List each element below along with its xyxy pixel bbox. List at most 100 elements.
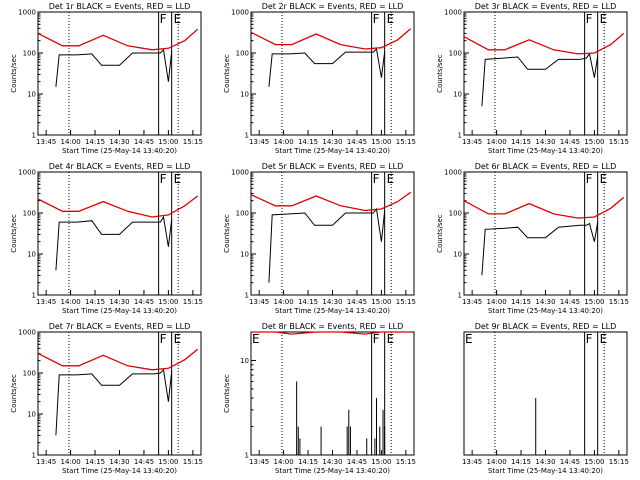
x-tick-label: 14:45 xyxy=(347,298,367,306)
x-tick-label: 14:30 xyxy=(109,138,129,146)
panel-title: Det 3r BLACK = Events, RED = LLD xyxy=(475,2,617,11)
x-tick-label: 14:00 xyxy=(274,458,294,466)
x-tick-label: 14:30 xyxy=(109,458,129,466)
x-tick-label: 14:45 xyxy=(347,138,367,146)
x-tick-label: 13:45 xyxy=(462,458,482,466)
x-tick-label: 15:15 xyxy=(396,138,416,146)
y-axis-label: Counts/sec xyxy=(223,54,231,93)
y-tick-label: 1000 xyxy=(444,9,462,17)
annotation-letter: E xyxy=(465,332,473,346)
x-axis-label: Start Time (25-May-14 13:40:20) xyxy=(275,467,390,475)
x-tick-label: 14:00 xyxy=(487,298,507,306)
annotation-letter: E xyxy=(174,12,182,26)
x-tick-label: 14:15 xyxy=(85,298,105,306)
x-tick-label: 14:00 xyxy=(487,458,507,466)
y-tick-label: 1 xyxy=(245,292,249,300)
x-tick-label: 14:15 xyxy=(298,458,318,466)
x-tick-label: 14:15 xyxy=(85,458,105,466)
y-axis-label: Counts/sec xyxy=(436,214,444,253)
x-axis-label: Start Time (25-May-14 13:40:20) xyxy=(488,307,603,315)
y-tick-label: 1000 xyxy=(18,169,36,177)
y-tick-label: 10 xyxy=(453,91,462,99)
y-axis-label: Counts/sec xyxy=(436,54,444,93)
x-tick-label: 14:15 xyxy=(511,138,531,146)
series-events-line xyxy=(268,47,386,87)
x-tick-label: 14:15 xyxy=(85,138,105,146)
y-tick-label: 1 xyxy=(32,452,36,460)
y-tick-label: 100 xyxy=(449,210,462,218)
y-tick-label: 1 xyxy=(32,292,36,300)
series-lld-line xyxy=(463,32,625,55)
y-tick-label: 10 xyxy=(240,357,249,365)
x-tick-label: 14:30 xyxy=(109,298,129,306)
x-tick-label: 15:00 xyxy=(584,298,604,306)
series-lld-line xyxy=(250,191,412,212)
x-axis-label: Start Time (25-May-14 13:40:20) xyxy=(62,467,177,475)
series-events-line xyxy=(55,215,173,271)
x-tick-label: 14:30 xyxy=(535,458,555,466)
x-tick-label: 15:00 xyxy=(371,138,391,146)
y-tick-label: 10 xyxy=(240,91,249,99)
x-axis-label: Start Time (25-May-14 13:40:20) xyxy=(275,147,390,155)
x-tick-label: 14:45 xyxy=(347,458,367,466)
annotation-letter: F xyxy=(373,12,380,26)
x-tick-label: 14:00 xyxy=(61,298,81,306)
x-tick-label: 15:00 xyxy=(584,138,604,146)
y-axis-label: Counts/sec xyxy=(223,374,231,413)
x-tick-label: 14:45 xyxy=(560,458,580,466)
y-tick-label: 100 xyxy=(236,50,249,58)
y-tick-label: 1000 xyxy=(231,169,249,177)
y-tick-label: 10 xyxy=(27,251,36,259)
y-axis-label: Counts/sec xyxy=(10,374,18,413)
x-tick-label: 15:00 xyxy=(158,138,178,146)
y-tick-label: 1 xyxy=(32,132,36,140)
series-lld-line xyxy=(463,196,625,219)
x-tick-label: 14:30 xyxy=(322,138,342,146)
x-tick-label: 14:45 xyxy=(560,298,580,306)
series-events-line xyxy=(55,48,173,87)
series-lld-line xyxy=(37,28,199,51)
annotation-letter: E xyxy=(387,332,395,346)
y-tick-label: 100 xyxy=(23,210,36,218)
x-tick-label: 14:00 xyxy=(274,298,294,306)
x-tick-label: 15:15 xyxy=(609,138,629,146)
y-tick-label: 100 xyxy=(23,50,36,58)
panel-title: Det 9r BLACK = Events, RED = LLD xyxy=(475,322,617,331)
y-tick-label: 1000 xyxy=(231,9,249,17)
series-events-line xyxy=(55,368,173,436)
y-tick-label: 100 xyxy=(449,50,462,58)
x-axis-label: Start Time (25-May-14 13:40:20) xyxy=(488,467,603,475)
series-lld-line xyxy=(251,331,411,335)
annotation-letter: E xyxy=(600,172,608,186)
y-tick-label: 1 xyxy=(458,292,462,300)
annotation-letter: F xyxy=(586,12,593,26)
y-tick-label: 1 xyxy=(245,452,249,460)
y-tick-label: 10 xyxy=(27,91,36,99)
x-tick-label: 14:45 xyxy=(134,138,154,146)
x-tick-label: 13:45 xyxy=(36,458,56,466)
x-tick-label: 14:15 xyxy=(298,298,318,306)
series-events-line xyxy=(268,207,386,283)
annotation-letter: F xyxy=(160,12,167,26)
x-tick-label: 14:45 xyxy=(134,458,154,466)
annotation-letter: F xyxy=(160,172,167,186)
y-tick-label: 100 xyxy=(23,370,36,378)
x-tick-label: 14:45 xyxy=(560,138,580,146)
x-tick-label: 15:00 xyxy=(371,458,391,466)
series-events-line xyxy=(481,222,599,276)
panel-title: Det 2r BLACK = Events, RED = LLD xyxy=(262,2,404,11)
x-tick-label: 13:45 xyxy=(249,458,269,466)
panel-title: Det 5r BLACK = Events, RED = LLD xyxy=(262,162,404,171)
y-tick-label: 10 xyxy=(240,251,249,259)
y-tick-label: 10 xyxy=(453,251,462,259)
x-tick-label: 15:15 xyxy=(609,298,629,306)
x-tick-label: 14:00 xyxy=(274,138,294,146)
panel-title: Det 7r BLACK = Events, RED = LLD xyxy=(49,322,191,331)
x-tick-label: 15:00 xyxy=(158,458,178,466)
y-axis-label: Counts/sec xyxy=(223,214,231,253)
x-tick-label: 14:15 xyxy=(511,458,531,466)
x-tick-label: 14:30 xyxy=(535,298,555,306)
y-axis-label: Counts/sec xyxy=(10,54,18,93)
y-tick-label: 1000 xyxy=(18,329,36,337)
x-tick-label: 14:00 xyxy=(61,138,81,146)
